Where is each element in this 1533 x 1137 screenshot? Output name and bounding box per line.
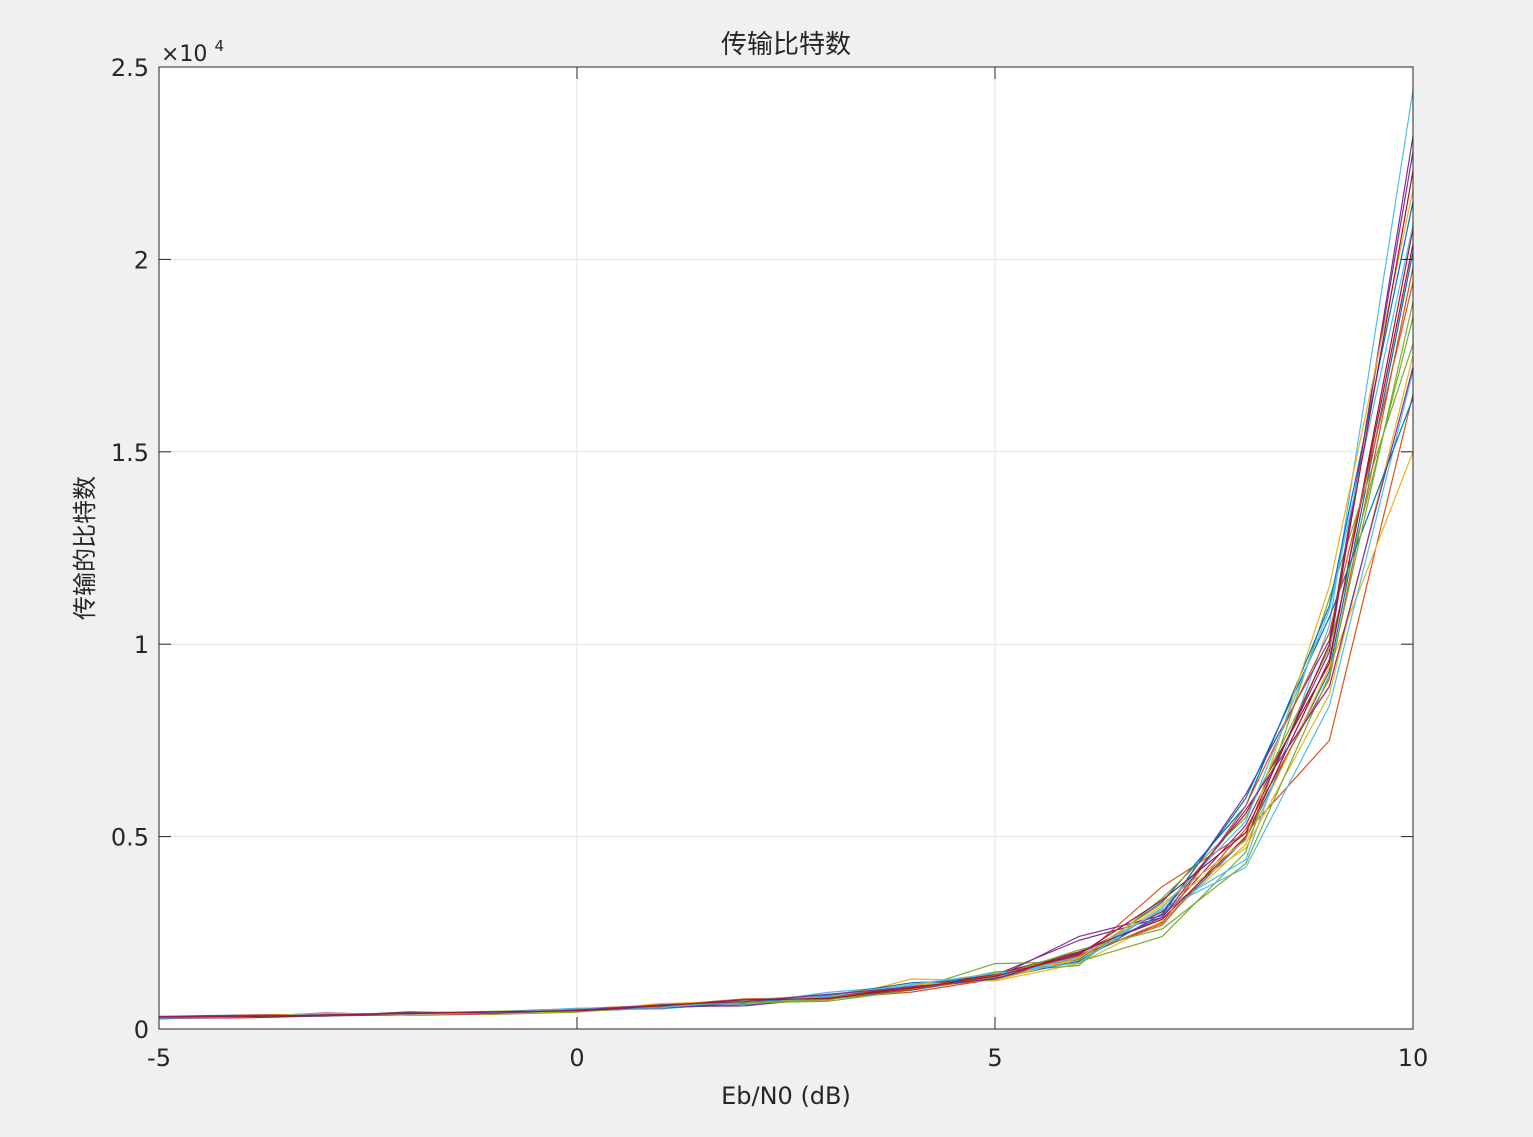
y-tick-label: 2.5: [111, 54, 149, 82]
x-tick-label: -5: [147, 1044, 171, 1072]
y-exponent-power: 4: [214, 37, 224, 55]
y-tick-label: 0: [134, 1016, 149, 1044]
y-tick-label: 0.5: [111, 824, 149, 852]
y-tick-label: 2: [134, 246, 149, 274]
y-axis-label: 传输的比特数: [71, 476, 99, 620]
x-tick-label: 0: [569, 1044, 584, 1072]
y-tick-label: 1: [134, 631, 149, 659]
series-line-21: [158, 170, 1414, 1018]
plot-area: [159, 67, 1413, 1029]
chart-title: 传输比特数: [721, 30, 851, 60]
y-axis-exponent: ×10 4: [161, 37, 224, 67]
axes-box: [158, 66, 1414, 1030]
series-group: [158, 90, 1414, 1020]
y-tick-label: 1.5: [111, 439, 149, 467]
x-axis-label: Eb/N0 (dB): [721, 1082, 851, 1110]
x-tick-label: 5: [987, 1044, 1002, 1072]
y-exponent-base: ×10: [161, 42, 207, 67]
x-tick-label: 10: [1398, 1044, 1429, 1072]
